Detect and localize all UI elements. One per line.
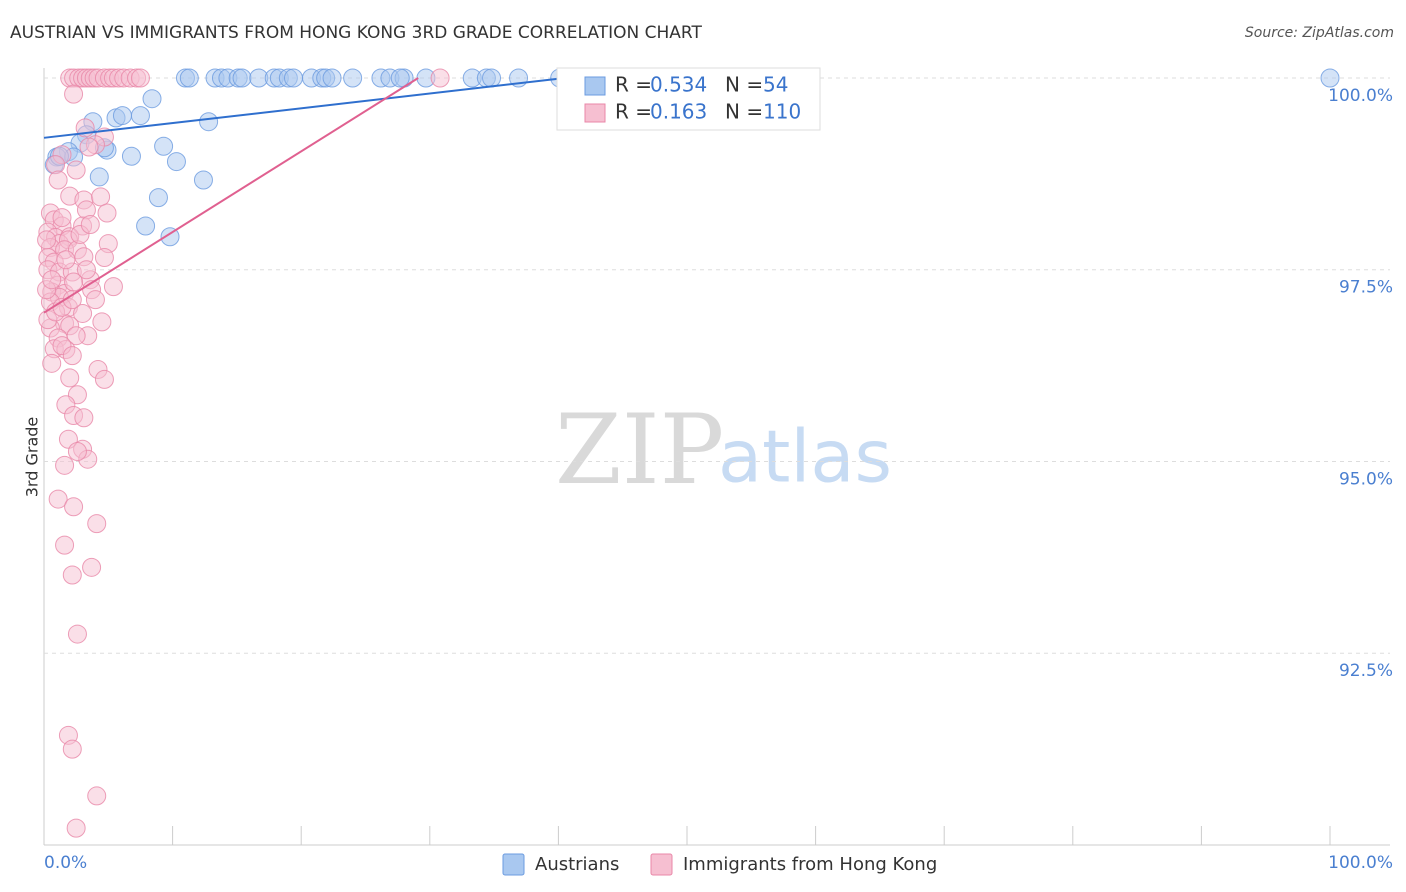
point bbox=[283, 68, 303, 88]
point bbox=[1320, 68, 1340, 88]
point bbox=[56, 250, 76, 270]
point bbox=[160, 227, 180, 247]
point bbox=[199, 112, 219, 132]
point bbox=[62, 739, 82, 759]
point bbox=[82, 557, 102, 577]
stat-label: N = bbox=[725, 73, 763, 97]
stat-value: 0.534 bbox=[650, 73, 707, 97]
y-tick-label: 95.0% bbox=[1339, 469, 1393, 489]
point bbox=[66, 326, 86, 346]
point bbox=[136, 216, 156, 236]
point bbox=[62, 346, 82, 366]
point bbox=[92, 312, 112, 332]
point bbox=[154, 136, 174, 156]
stat-value: 0.163 bbox=[650, 100, 707, 124]
legend-swatch bbox=[650, 853, 673, 876]
legend-label: Immigrants from Hong Kong bbox=[683, 854, 937, 875]
point bbox=[94, 247, 114, 267]
point bbox=[142, 89, 162, 109]
point bbox=[97, 203, 117, 223]
point bbox=[87, 514, 107, 534]
point bbox=[64, 84, 84, 104]
point bbox=[343, 68, 363, 88]
point bbox=[79, 137, 99, 157]
point bbox=[42, 270, 62, 290]
point bbox=[166, 152, 186, 172]
watermark: ZIP bbox=[555, 394, 724, 506]
point bbox=[67, 624, 87, 644]
point bbox=[482, 68, 502, 88]
point bbox=[89, 167, 109, 187]
point bbox=[130, 106, 150, 126]
point bbox=[48, 170, 68, 190]
point bbox=[112, 106, 132, 126]
point bbox=[232, 68, 252, 88]
point bbox=[48, 489, 68, 509]
y-axis-label: 3rd Grade bbox=[23, 417, 42, 498]
point bbox=[193, 170, 213, 190]
point bbox=[73, 303, 93, 323]
stat-value: 54 bbox=[763, 73, 788, 97]
point bbox=[52, 208, 72, 228]
point bbox=[66, 160, 86, 180]
point bbox=[76, 260, 96, 280]
point bbox=[55, 455, 75, 475]
stat-label: R = bbox=[615, 100, 652, 124]
point bbox=[37, 230, 57, 250]
point bbox=[66, 818, 86, 838]
trend-line bbox=[43, 76, 565, 139]
source: Source: ZipAtlas.com bbox=[1245, 25, 1394, 41]
watermark: atlas bbox=[718, 415, 892, 499]
x-tick-label: 0.0% bbox=[44, 853, 87, 873]
chart-title: AUSTRIAN VS IMMIGRANTS FROM HONG KONG 3R… bbox=[10, 23, 702, 43]
point bbox=[60, 368, 80, 388]
point bbox=[42, 353, 62, 373]
trend-line bbox=[43, 77, 419, 314]
point bbox=[390, 68, 410, 88]
point bbox=[67, 442, 87, 462]
point bbox=[55, 535, 75, 555]
point bbox=[74, 408, 94, 428]
legend-label: Austrians bbox=[535, 854, 619, 875]
y-tick-label: 97.5% bbox=[1339, 278, 1393, 298]
point bbox=[94, 369, 114, 389]
legend-swatch bbox=[502, 853, 525, 876]
legend-swatch bbox=[584, 76, 606, 96]
point bbox=[91, 187, 111, 207]
y-tick-label: 92.5% bbox=[1339, 661, 1393, 681]
point bbox=[64, 497, 84, 517]
point bbox=[148, 188, 168, 208]
point bbox=[430, 68, 450, 88]
stat-label: N = bbox=[725, 100, 763, 124]
y-tick-label: 100.0% bbox=[1328, 86, 1393, 106]
point bbox=[121, 146, 141, 166]
point bbox=[80, 214, 100, 234]
stat-label: R = bbox=[615, 73, 652, 97]
point bbox=[85, 290, 105, 310]
point bbox=[103, 277, 123, 297]
x-tick-label: 100.0% bbox=[1328, 853, 1393, 873]
point bbox=[322, 68, 342, 88]
stat-value: 110 bbox=[763, 100, 801, 124]
legend-swatch bbox=[584, 103, 606, 123]
point bbox=[87, 786, 107, 806]
point bbox=[179, 68, 199, 88]
point bbox=[130, 68, 150, 88]
point bbox=[62, 565, 82, 585]
